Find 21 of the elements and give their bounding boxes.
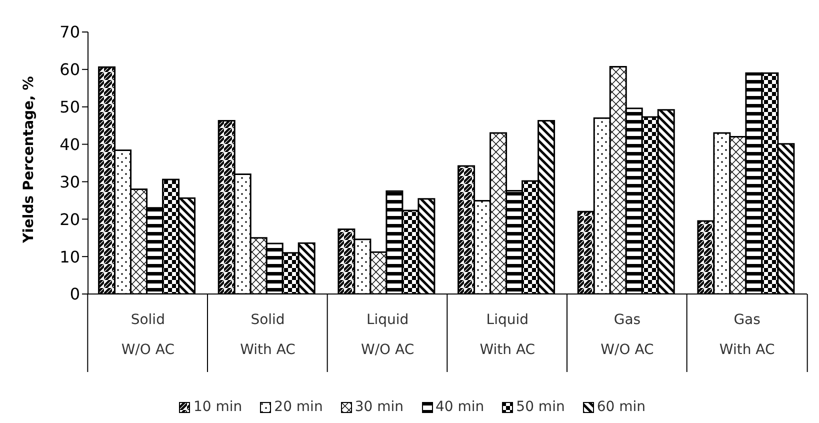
legend-label: 30 min <box>354 399 404 415</box>
x-tick-label: Gas W/O AC <box>600 312 654 358</box>
y-tick-label: 40 <box>60 134 80 154</box>
y-axis-title: Yields Percentage, % <box>20 76 37 244</box>
legend-label: 20 min <box>273 399 323 415</box>
y-tick-label: 60 <box>60 60 80 80</box>
y-tick-label: 70 <box>60 22 80 42</box>
y-tick-label: 50 <box>60 98 80 117</box>
legend-label: 50 min <box>515 399 565 415</box>
y-tick-label: 30 <box>60 172 80 192</box>
legend-label: 40 min <box>434 399 484 415</box>
legend-label: 10 min <box>192 399 242 415</box>
x-tick-label: Solid With AC <box>240 312 296 358</box>
legend-label: 60 min <box>596 399 646 415</box>
x-tick-label: Liquid W/O AC <box>361 312 414 358</box>
x-tick-label: Solid W/O AC <box>121 312 175 358</box>
y-tick-label: 0 <box>70 284 80 304</box>
x-tick-label: Gas With AC <box>719 312 775 358</box>
y-tick-label: 20 <box>60 210 80 229</box>
x-tick-label: Liquid With AC <box>480 312 536 358</box>
y-tick-label: 10 <box>60 247 80 266</box>
